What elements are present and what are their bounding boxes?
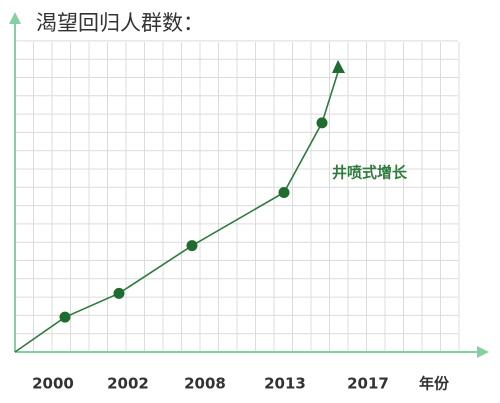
point	[113, 287, 125, 299]
x-tick-label: 2002	[107, 375, 149, 393]
point	[278, 187, 290, 198]
x-tick-label: 2017	[347, 375, 389, 393]
x-tick-label: 2013	[264, 375, 306, 393]
point	[59, 311, 71, 323]
chart-title: 渴望回归人群数：	[36, 11, 204, 35]
annotation: 井喷式增长	[332, 164, 408, 182]
x-tick-label: 2008	[184, 375, 226, 393]
line-arrow	[332, 60, 345, 73]
x-axis-label: 年份	[419, 375, 450, 393]
grid	[14, 40, 460, 353]
x-axis-arrow	[477, 346, 489, 358]
point	[316, 117, 328, 129]
point	[186, 240, 198, 252]
x-tick-label: 2000	[32, 375, 74, 393]
y-axis-arrow	[9, 12, 21, 24]
